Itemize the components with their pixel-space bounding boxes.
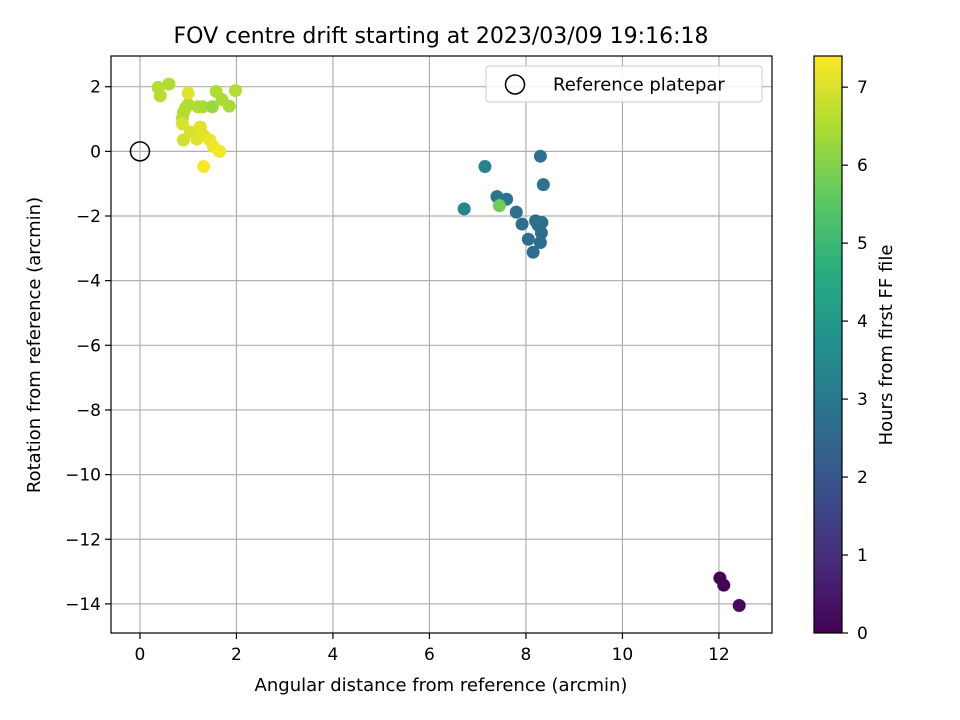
y-tick-label: −12 (65, 530, 101, 550)
y-axis-label: Rotation from reference (arcmin) (24, 197, 45, 493)
reference-platepar-marker (129, 141, 151, 162)
colorbar-label: Hours from first FF file (876, 245, 897, 446)
data-point (535, 215, 549, 229)
data-point (181, 86, 195, 100)
x-tick-label: 12 (708, 645, 730, 665)
colorbar-tick-label: 2 (857, 468, 868, 488)
y-tick-label: −2 (76, 207, 101, 227)
plot-frame (110, 55, 773, 634)
legend-reference-label: Reference platepar (553, 75, 725, 96)
x-tick-label: 8 (521, 645, 532, 665)
data-point (222, 99, 236, 113)
x-tick-label: 6 (424, 645, 435, 665)
data-point (534, 226, 548, 240)
data-point (478, 160, 492, 174)
x-tick-label: 0 (135, 645, 146, 665)
data-point (509, 205, 523, 219)
colorbar-tick-label: 0 (857, 624, 868, 644)
data-point (153, 89, 167, 103)
x-tick-label: 2 (231, 645, 242, 665)
data-point (492, 199, 506, 213)
x-axis-ticks: 0 2 4 6 8 10 12 (135, 633, 730, 665)
data-point (197, 160, 211, 174)
y-tick-label: 0 (90, 142, 101, 162)
legend-reference-marker (504, 74, 526, 95)
grid (111, 56, 772, 633)
y-tick-label: −4 (76, 272, 101, 292)
legend: Reference platepar (485, 65, 763, 103)
y-tick-label: 2 (90, 78, 101, 98)
data-point (717, 578, 731, 592)
colorbar-tick-label: 6 (857, 156, 868, 176)
data-point (521, 232, 535, 246)
data-point (205, 100, 219, 114)
colorbar: 0 1 2 3 4 5 6 7 Hours from first FF file (813, 55, 897, 644)
colorbar-tick-label: 4 (857, 312, 868, 332)
colorbar-tick-label: 7 (857, 78, 868, 98)
data-point (228, 84, 242, 98)
y-tick-label: −10 (65, 466, 101, 486)
colorbar-tick-label: 1 (857, 546, 868, 566)
data-point (732, 599, 746, 613)
y-tick-label: −8 (76, 401, 101, 421)
reference-platepar-group (129, 141, 151, 162)
data-point (536, 178, 550, 192)
data-point (533, 149, 547, 163)
x-tick-label: 4 (328, 645, 339, 665)
chart-title: FOV centre drift starting at 2023/03/09 … (174, 24, 709, 49)
colorbar-tick-label: 3 (857, 390, 868, 410)
data-point (175, 117, 189, 131)
x-axis-label: Angular distance from reference (arcmin) (255, 675, 628, 696)
data-point (526, 245, 540, 259)
data-point (515, 217, 529, 231)
colorbar-gradient (813, 55, 843, 634)
colorbar-ticks: 0 1 2 3 4 5 6 7 (842, 78, 868, 644)
y-tick-label: −14 (65, 595, 101, 615)
data-points (151, 77, 746, 613)
colorbar-tick-label: 5 (857, 234, 868, 254)
data-point (533, 236, 547, 250)
legend-box (485, 65, 763, 103)
data-point (213, 144, 227, 158)
data-point (162, 77, 176, 91)
x-tick-label: 10 (612, 645, 634, 665)
y-axis-ticks: 2 0 −2 −4 −6 −8 −10 −12 −14 (65, 78, 111, 615)
data-point (457, 202, 471, 216)
y-tick-label: −6 (76, 336, 101, 356)
data-point (196, 100, 210, 114)
